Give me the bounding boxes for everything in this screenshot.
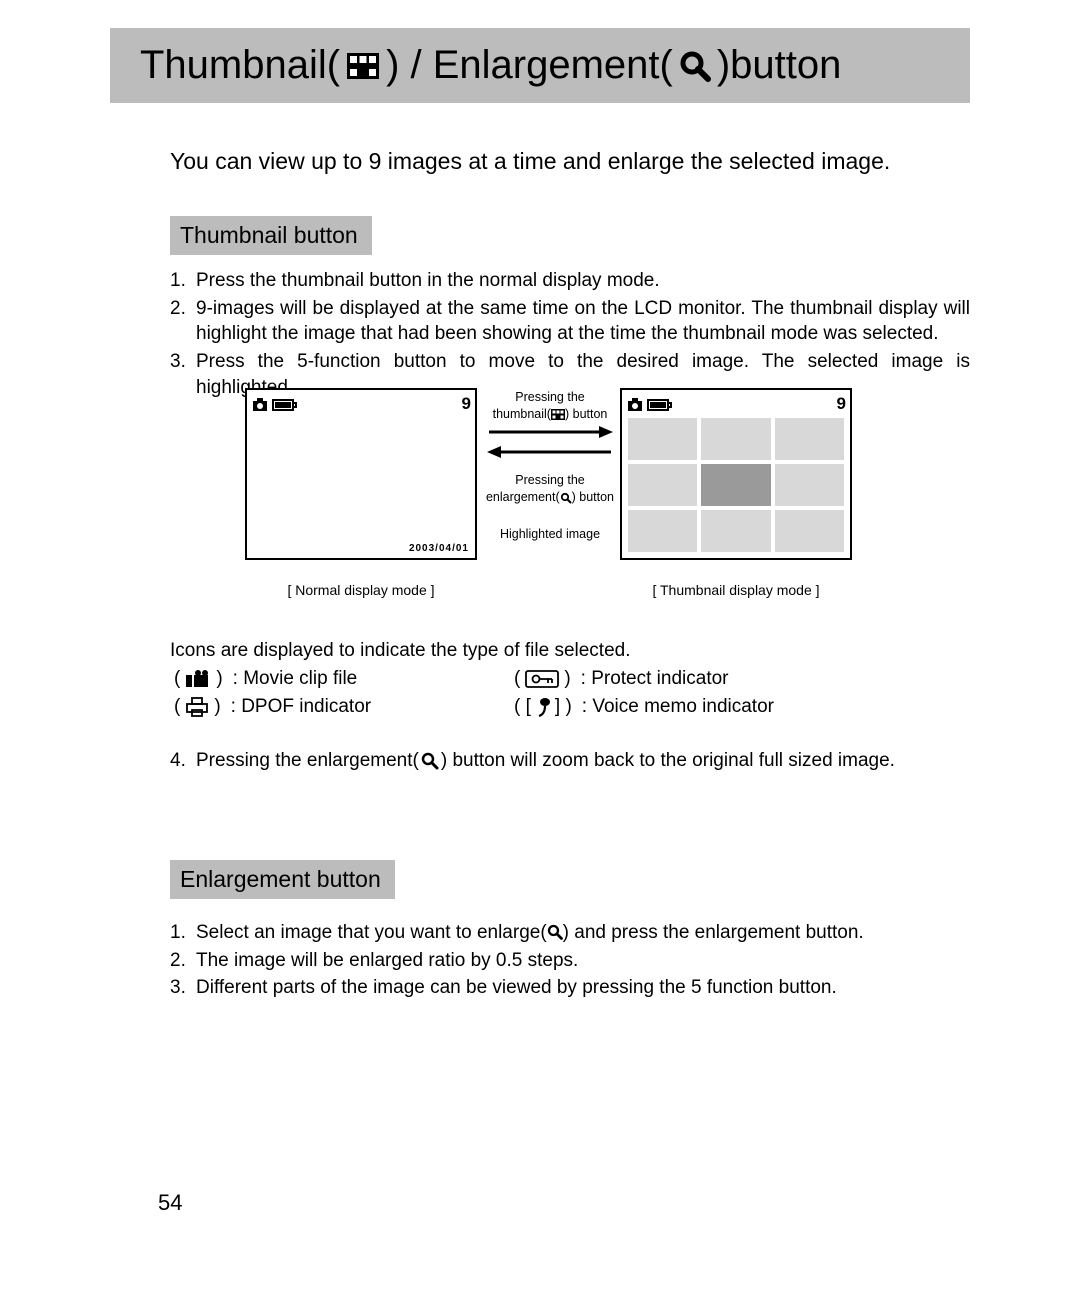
highlight-caption: Highlighted image bbox=[485, 527, 615, 542]
movie-clip-icon bbox=[184, 669, 212, 689]
page-number: 54 bbox=[158, 1190, 182, 1216]
image-counter: 9 bbox=[462, 394, 471, 414]
normal-caption-text: Normal display mode bbox=[295, 582, 427, 598]
thumbnail-cell bbox=[701, 418, 770, 460]
thumbnail-cell bbox=[628, 510, 697, 552]
step4-post: ) button will zoom back to the original … bbox=[441, 750, 895, 772]
magnify-icon bbox=[421, 752, 439, 770]
manual-page: Thumbnail( ) / Enlargement( )button You … bbox=[50, 0, 1030, 1295]
title-part1: Thumbnail( bbox=[140, 43, 340, 88]
icon-legend: Icons are displayed to indicate the type… bbox=[170, 640, 970, 718]
transition-arrows: Pressing the thumbnail() button Pressing… bbox=[485, 388, 615, 568]
thumbnail-cell bbox=[628, 464, 697, 506]
dpof-icon bbox=[184, 696, 210, 718]
camera-battery-icons bbox=[251, 394, 299, 414]
intro-text: You can view up to 9 images at a time an… bbox=[170, 148, 890, 175]
thumbnail-cell bbox=[775, 510, 844, 552]
s2-1-post: ) and press the enlargement button. bbox=[563, 922, 864, 943]
step-text: Press the thumbnail button in the normal… bbox=[196, 268, 970, 294]
list-item: 1. Press the thumbnail button in the nor… bbox=[170, 268, 970, 294]
list-item: 2. 9-images will be displayed at the sam… bbox=[170, 296, 970, 347]
legend-dpof: ( ) : DPOF indicator bbox=[170, 696, 510, 718]
legend-label: : Protect indicator bbox=[581, 668, 729, 690]
thumbnail-cell bbox=[775, 418, 844, 460]
lcd-topbar: 9 bbox=[626, 394, 846, 414]
arrow-left bbox=[487, 445, 613, 459]
protect-icon bbox=[524, 669, 560, 689]
camera-battery-icons bbox=[626, 394, 674, 414]
arrow-top-label1: Pressing the bbox=[485, 390, 615, 405]
legend-movie: ( ) : Movie clip file bbox=[170, 668, 510, 690]
thumbnail-cell bbox=[701, 510, 770, 552]
list-item: 1. Select an image that you want to enla… bbox=[170, 920, 970, 946]
normal-display-lcd: 9 2003/04/01 bbox=[245, 388, 477, 560]
legend-label: : DPOF indicator bbox=[231, 696, 371, 718]
step-text: 9-images will be displayed at the same t… bbox=[196, 296, 970, 347]
step-text: Select an image that you want to enlarge… bbox=[196, 920, 970, 946]
legend-label: : Voice memo indicator bbox=[582, 696, 774, 718]
legend-protect: ( ) : Protect indicator bbox=[510, 668, 850, 690]
legend-voice: ( [ ] ) : Voice memo indicator bbox=[510, 696, 850, 718]
s2-1-pre: Select an image that you want to enlarge… bbox=[196, 922, 547, 943]
step4-pre: Pressing the enlargement( bbox=[196, 750, 419, 772]
image-counter: 9 bbox=[837, 394, 846, 414]
title-part3: )button bbox=[717, 43, 842, 88]
thumbnail-display-lcd: 9 bbox=[620, 388, 852, 560]
magnify-icon-small bbox=[560, 492, 572, 504]
thumbnail-steps: 1. Press the thumbnail button in the nor… bbox=[170, 268, 970, 402]
step4: 4. Pressing the enlargement( ) button wi… bbox=[170, 750, 895, 772]
normal-caption: [ Normal display mode ] bbox=[245, 582, 477, 598]
voice-memo-icon bbox=[535, 696, 551, 718]
thumbnail-cell bbox=[628, 418, 697, 460]
icon-legend-intro: Icons are displayed to indicate the type… bbox=[170, 640, 970, 662]
thumb-caption: [ Thumbnail display mode ] bbox=[620, 582, 852, 598]
thumbnail-cell bbox=[701, 464, 770, 506]
arrow-top-label2: thumbnail() button bbox=[485, 407, 615, 422]
section-thumbnail-heading: Thumbnail button bbox=[170, 216, 372, 255]
magnify-icon bbox=[679, 50, 711, 82]
list-item: 3. Different parts of the image can be v… bbox=[170, 975, 970, 1001]
mode-diagram: 9 2003/04/01 [ Normal display mode ] Pre… bbox=[245, 388, 865, 608]
thumbnail-icon bbox=[346, 52, 380, 80]
title-part2: ) / Enlargement( bbox=[386, 43, 673, 88]
date-stamp: 2003/04/01 bbox=[409, 543, 469, 554]
legend-label: : Movie clip file bbox=[233, 668, 358, 690]
lcd-topbar: 9 bbox=[251, 394, 471, 414]
arrow-bot-label1: Pressing the bbox=[485, 473, 615, 488]
arrow-bot-label2: enlargement() button bbox=[485, 490, 615, 505]
list-item: 2. The image will be enlarged ratio by 0… bbox=[170, 948, 970, 974]
arrow-right bbox=[487, 425, 613, 439]
thumbnail-grid bbox=[628, 418, 844, 552]
thumbnail-icon-small bbox=[551, 409, 565, 420]
step-text: Different parts of the image can be view… bbox=[196, 975, 970, 1001]
section-enlargement-heading: Enlargement button bbox=[170, 860, 395, 899]
enlargement-steps: 1. Select an image that you want to enla… bbox=[170, 920, 970, 1003]
step-text: The image will be enlarged ratio by 0.5 … bbox=[196, 948, 970, 974]
title-banner: Thumbnail( ) / Enlargement( )button bbox=[110, 28, 970, 103]
thumb-caption-text: Thumbnail display mode bbox=[660, 582, 812, 598]
magnify-icon bbox=[547, 924, 563, 940]
thumbnail-cell bbox=[775, 464, 844, 506]
